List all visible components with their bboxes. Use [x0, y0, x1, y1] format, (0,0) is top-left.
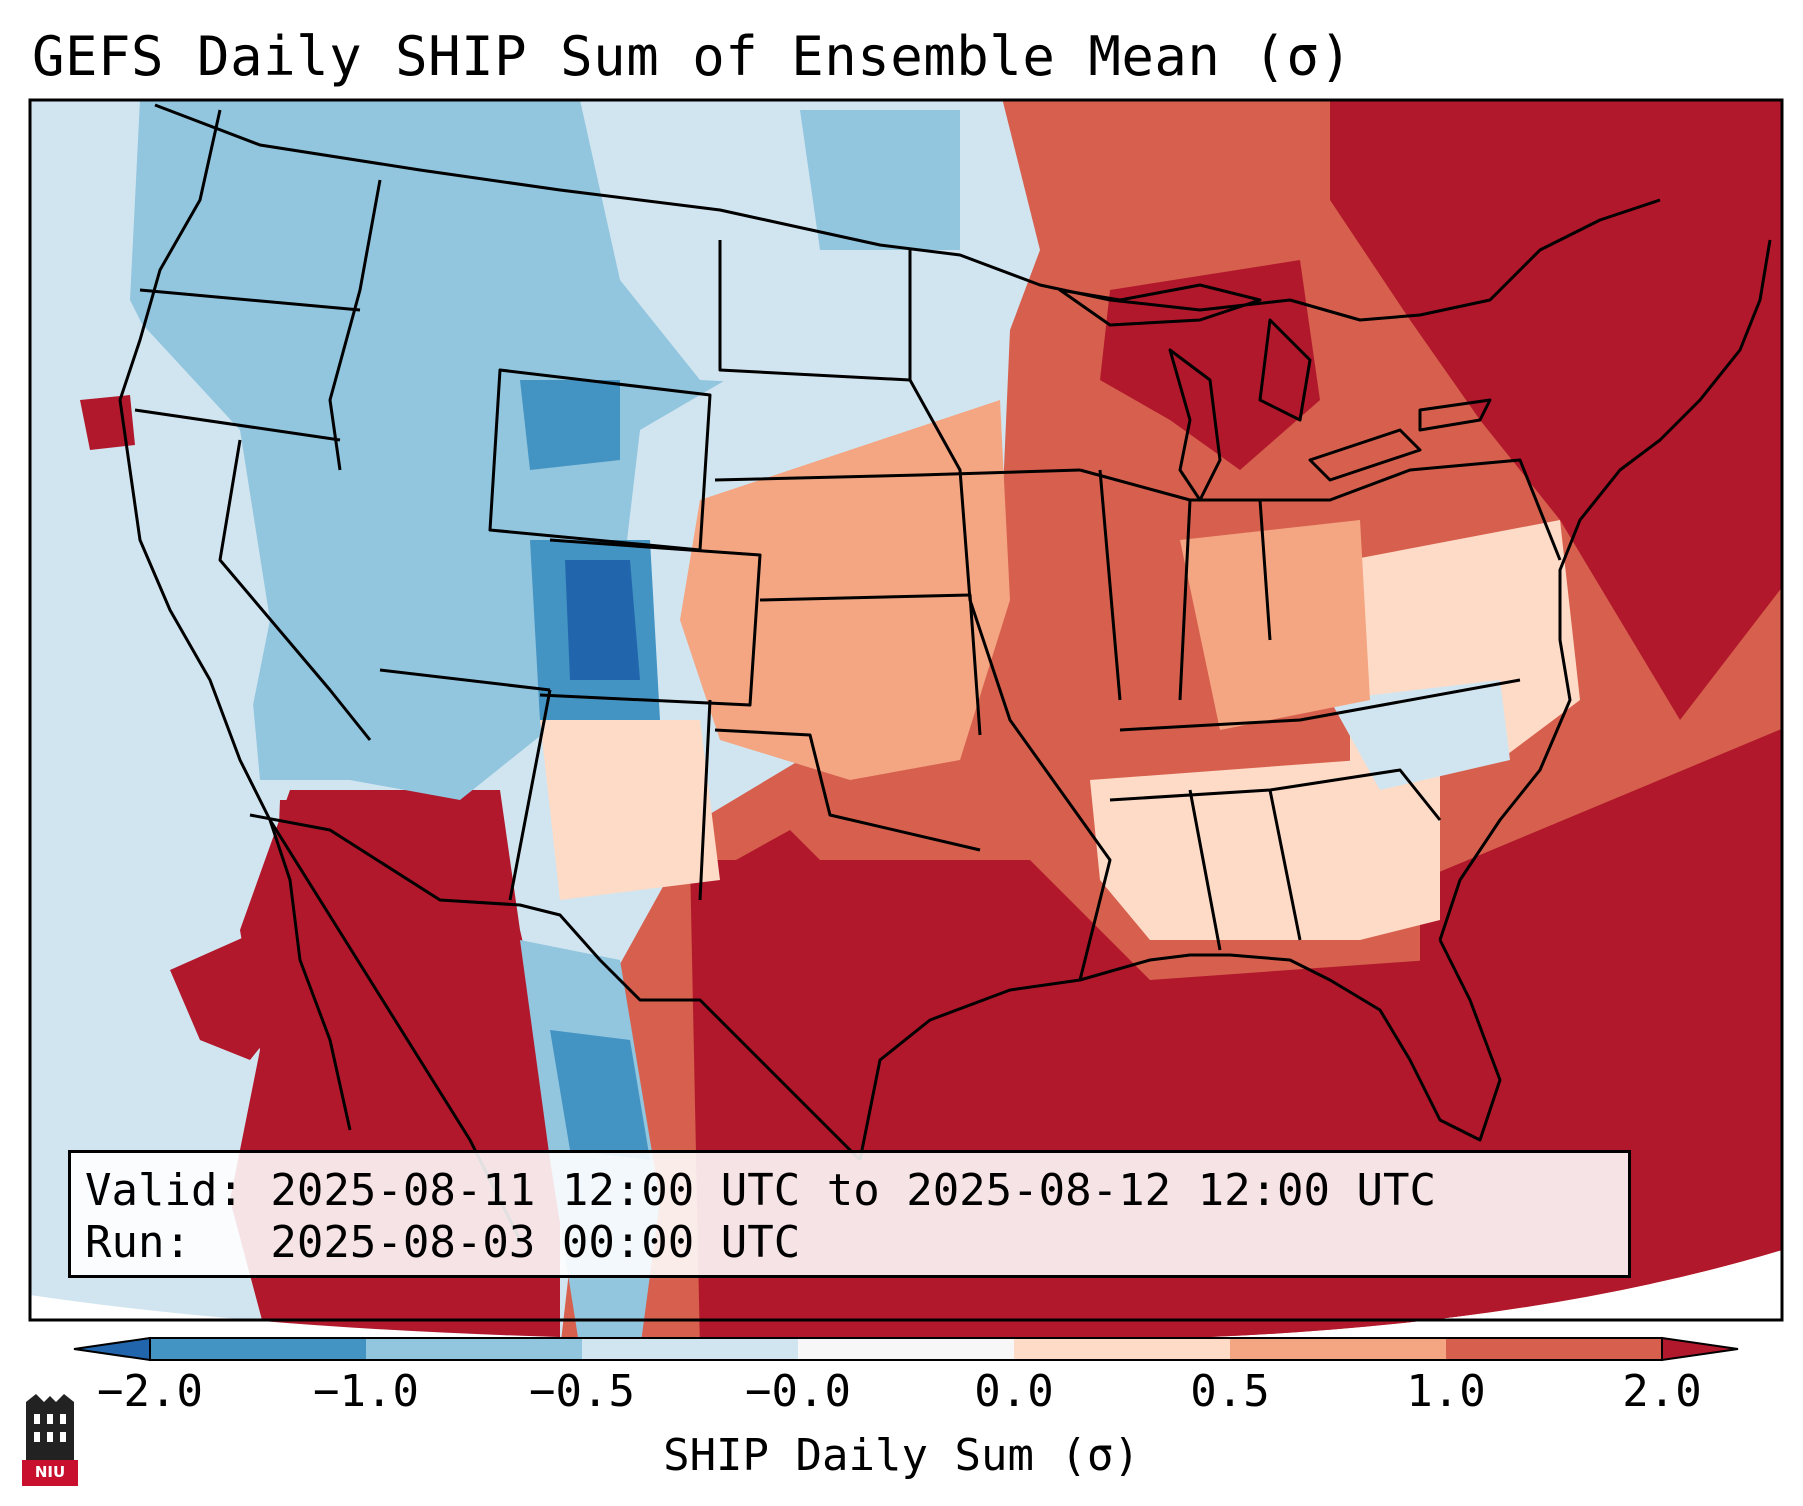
map-title: GEFS Daily SHIP Sum of Ensemble Mean (σ)	[32, 25, 1353, 88]
region-colorado-strongcool	[565, 560, 640, 680]
divide-wa-or	[139, 288, 361, 312]
lake-ontario	[1418, 398, 1492, 432]
niu-logo: NIU	[20, 1392, 80, 1488]
region-montana-bluepatch	[800, 110, 960, 250]
divide-alabama	[1268, 789, 1302, 941]
divide-mississippi	[908, 379, 1112, 981]
colorbar-tick: −0.5	[529, 1366, 635, 1417]
divide-tennessee	[1119, 678, 1521, 732]
colorbar-tick: −2.0	[97, 1366, 203, 1417]
colorbar-outline	[149, 1337, 1663, 1361]
map-border	[28, 98, 1784, 1322]
divide-georgia	[1188, 789, 1222, 951]
run-time: Run: 2025-08-03 00:00 UTC	[85, 1217, 801, 1268]
divide-nm-tx	[698, 699, 712, 901]
region-appalachia-mild	[1180, 520, 1370, 730]
divide-plains-ns	[714, 468, 1081, 482]
lake-erie	[1308, 428, 1422, 482]
colorbar-extend-low	[73, 1336, 151, 1362]
colorbar-tick: 0.0	[974, 1366, 1054, 1417]
boundaries	[118, 103, 1772, 1241]
info-box: Valid: 2025-08-11 12:00 UTC to 2025-08-1…	[68, 1150, 1631, 1278]
canada-border	[154, 103, 1661, 322]
region-south-texas-strong	[700, 830, 1040, 1060]
colorbar-tick: 0.5	[1190, 1366, 1270, 1417]
mexico-border	[249, 813, 862, 1162]
region-northeast-strong	[1330, 100, 1782, 720]
lake-michigan	[1168, 348, 1222, 502]
west-coast	[118, 109, 352, 1131]
colorbar-bin	[1446, 1338, 1662, 1360]
region-wyoming-patch	[520, 380, 620, 470]
colorbar-bin	[1014, 1338, 1230, 1360]
divide-illinois	[1098, 469, 1122, 701]
divide-oklahoma	[714, 728, 981, 852]
valid-time: Valid: 2025-08-11 12:00 UTC to 2025-08-1…	[85, 1165, 1437, 1216]
colorbar-tick: 2.0	[1622, 1366, 1702, 1417]
region-greatlakes-strong	[1100, 260, 1320, 470]
region-southeast-pale	[1090, 720, 1440, 940]
divide-ut-az	[379, 668, 551, 692]
colorbar-bin	[1230, 1338, 1446, 1360]
colorbar-extend-high	[1661, 1336, 1739, 1362]
colorbar-bin	[150, 1338, 366, 1360]
lake-huron	[1258, 318, 1312, 422]
region-new-mexico-pale	[540, 720, 720, 900]
colorbar-bin	[582, 1338, 798, 1360]
east-coast	[1438, 239, 1772, 941]
region-plains-pale	[680, 400, 1010, 780]
divide-ohio-valley	[1079, 458, 1562, 561]
divide-id-mt	[328, 179, 382, 471]
region-california-weakcool	[120, 300, 270, 770]
lake-superior	[1058, 283, 1262, 327]
colorbar-tick: −0.0	[745, 1366, 851, 1417]
divide-ohio	[1258, 499, 1272, 641]
divide-az-nm	[508, 689, 552, 901]
colorbar-tick: 1.0	[1406, 1366, 1486, 1417]
colorbar-label: SHIP Daily Sum (σ)	[663, 1430, 1140, 1481]
colorbar-tick: −1.0	[313, 1366, 419, 1417]
divide-indiana	[1178, 499, 1192, 701]
gulf-coast	[858, 939, 1502, 1161]
region-pacific-strong-patch	[170, 930, 290, 1060]
region-baja-hot	[270, 800, 380, 1120]
divide-nv	[218, 439, 372, 741]
colorbar-bin	[366, 1338, 582, 1360]
divide-or-ca	[134, 408, 341, 442]
divide-co	[539, 538, 762, 707]
region-mexico-strongcool	[550, 1030, 650, 1160]
logo-text: NIU	[34, 1463, 66, 1481]
divide-dakotas	[718, 240, 912, 382]
colorbar	[73, 1336, 1739, 1362]
colorbar-bin	[798, 1338, 1014, 1360]
